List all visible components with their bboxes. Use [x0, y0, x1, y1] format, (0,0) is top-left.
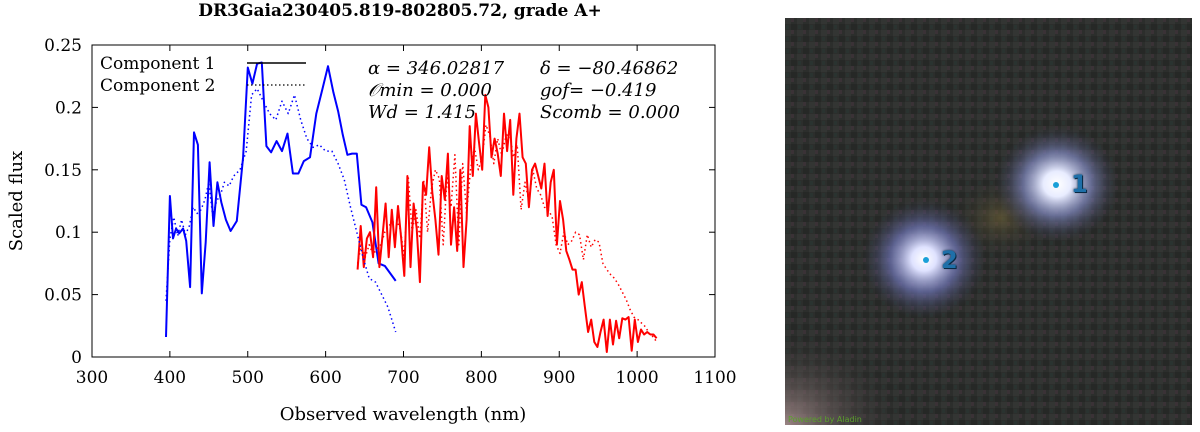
page-title: DR3Gaia230405.819-802805.72, grade A+ — [198, 1, 602, 21]
legend-label-component-2: Component 2 — [100, 76, 216, 96]
y-tick-label: 0 — [71, 348, 82, 368]
x-tick-label: 700 — [387, 368, 419, 388]
annotation-wd: Wd = 1.415 — [368, 102, 476, 123]
y-tick-label: 0.2 — [55, 98, 82, 118]
series-component-2-blue — [165, 87, 397, 333]
annotation-omin: 𝒪min = 0.000 — [368, 80, 492, 101]
y-tick-label: 0.25 — [44, 36, 82, 56]
sky-image — [785, 18, 1192, 425]
x-tick-label: 500 — [232, 368, 264, 388]
legend-label-component-1: Component 1 — [100, 54, 216, 74]
marker-2-label: 2 — [941, 246, 958, 274]
annotation-alpha: α = 346.02817 — [368, 58, 505, 79]
marker-1-dot — [1053, 182, 1059, 188]
x-tick-label: 400 — [154, 368, 186, 388]
legend: Component 1 Component 2 — [100, 54, 306, 96]
y-tick-label: 0.1 — [55, 223, 82, 243]
image-credit: Powered by Aladin — [788, 415, 862, 424]
spectrum-chart: 300 400 500 600 700 800 900 1000 1100 0 0.05 0.1 0.1… — [6, 36, 737, 425]
series-component-2-red — [356, 124, 658, 343]
marker-1-label: 1 — [1071, 170, 1088, 198]
x-tick-label: 800 — [465, 368, 497, 388]
marker-2-dot — [923, 257, 929, 263]
fit-annotations: α = 346.02817 δ = −80.46862 𝒪min = 0.000… — [368, 58, 680, 123]
annotation-scomb: Scomb = 0.000 — [540, 102, 680, 123]
x-tick-label: 600 — [309, 368, 341, 388]
y-tick-label: 0.15 — [44, 161, 82, 181]
x-tick-label: 900 — [543, 368, 575, 388]
annotation-delta: δ = −80.46862 — [540, 58, 678, 79]
series-layer — [165, 61, 658, 353]
x-tick-label: 1100 — [693, 368, 736, 388]
sky-image-cutout: 1 2 Powered by Aladin — [785, 18, 1192, 425]
x-axis-title: Observed wavelength (nm) — [280, 404, 527, 425]
series-component-1-red — [356, 93, 658, 353]
x-tick-label: 1000 — [615, 368, 658, 388]
y-tick-label: 0.05 — [44, 286, 82, 306]
series-component-1-blue — [165, 61, 397, 338]
ticks-layer: 300 400 500 600 700 800 900 1000 1100 0 0.05 0.1 0.1… — [44, 36, 736, 388]
x-tick-label: 300 — [76, 368, 108, 388]
annotation-gof: gof= −0.419 — [540, 80, 656, 101]
y-axis-title: Scaled flux — [6, 151, 27, 252]
